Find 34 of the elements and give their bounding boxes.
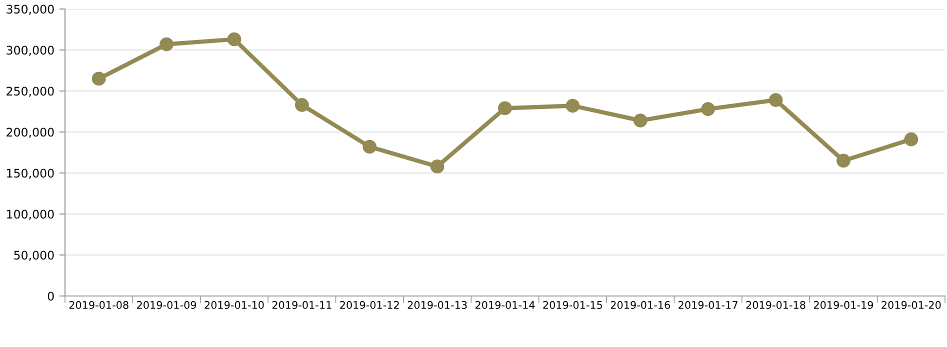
x-tick-label: 2019-01-13 bbox=[408, 301, 467, 309]
point bbox=[566, 98, 580, 113]
x-tick-label: 2019-01-11 bbox=[272, 301, 332, 309]
point bbox=[430, 159, 444, 174]
point bbox=[633, 114, 648, 128]
y-tick-label: 150,000 bbox=[7, 168, 54, 179]
y-tick-label: 250,000 bbox=[6, 86, 54, 97]
point bbox=[160, 37, 174, 52]
point bbox=[362, 140, 377, 154]
y-tick-label: 100,000 bbox=[7, 210, 54, 220]
point bbox=[498, 101, 512, 116]
x-tick-label: 2019-01-08 bbox=[69, 301, 128, 309]
y-tick-label: 0 bbox=[48, 292, 54, 301]
point bbox=[294, 98, 309, 112]
y-tick-label: 300,000 bbox=[6, 46, 54, 56]
x-tick-label: 2019-01-17 bbox=[678, 301, 738, 309]
y-tick-label: 50,000 bbox=[14, 250, 54, 261]
x-tick-label: 2019-01-16 bbox=[610, 301, 670, 309]
point bbox=[92, 72, 106, 86]
x-tick-label: 2019-01-12 bbox=[340, 301, 399, 309]
x-tick-label: 2019-01-20 bbox=[882, 301, 941, 309]
point bbox=[768, 93, 783, 107]
point bbox=[836, 154, 850, 168]
x-tick-label: 2019-01-15 bbox=[543, 301, 602, 309]
point bbox=[904, 132, 918, 146]
x-tick-label: 2019-01-18 bbox=[746, 301, 806, 309]
point bbox=[701, 102, 716, 116]
x-tick-label: 2019-01-19 bbox=[814, 301, 873, 309]
y-tick-label: 350,000 bbox=[6, 4, 54, 15]
y-tick-label: 200,000 bbox=[6, 128, 54, 138]
x-tick-label: 2019-01-14 bbox=[475, 301, 535, 309]
point bbox=[227, 32, 242, 46]
x-tick-label: 2019-01-09 bbox=[137, 301, 196, 309]
x-tick-label: 2019-01-10 bbox=[204, 301, 264, 309]
